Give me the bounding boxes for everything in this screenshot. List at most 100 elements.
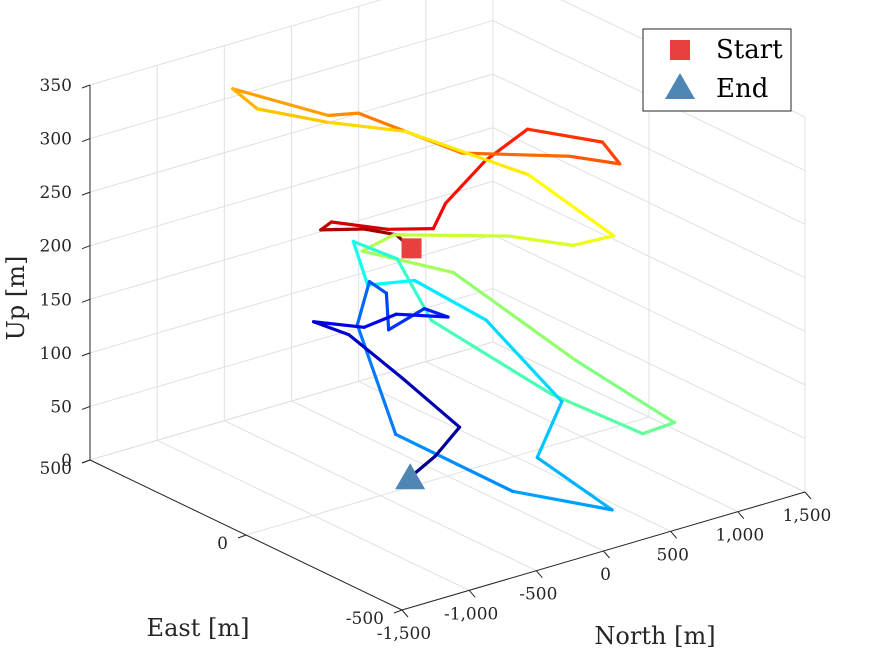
trajectory-segment (574, 359, 676, 425)
legend-end-marker (665, 73, 695, 99)
z-tick-label: 250 (40, 183, 72, 203)
trajectory-segment (443, 158, 488, 205)
grid-line (492, 287, 806, 439)
trajectory-segment (347, 333, 404, 380)
z-tick (81, 298, 91, 303)
x-tick-label: 0 (600, 565, 611, 585)
x-tick-label: -1,000 (444, 604, 498, 624)
z-tick (81, 84, 91, 89)
z-tick (81, 459, 91, 464)
legend-start-marker (670, 40, 690, 60)
trajectory-segment (526, 173, 616, 238)
grid-line (89, 20, 494, 140)
trajectory-segment (355, 279, 372, 327)
trajectory-segment (535, 399, 564, 460)
grid-line (492, 127, 806, 279)
grid-line (89, 341, 494, 461)
trajectory-segment (429, 318, 553, 396)
x-tick (468, 590, 476, 598)
z-tick (81, 245, 91, 250)
x-tick (401, 609, 409, 618)
start-marker (401, 238, 422, 259)
z-tick-label: 150 (40, 290, 72, 310)
grid-line (89, 0, 383, 86)
grid-line (245, 416, 650, 536)
trajectory-segment (525, 127, 605, 144)
x-tick-label: -1,500 (377, 624, 431, 644)
z-axis-label: Up [m] (2, 256, 30, 341)
axes (81, 84, 812, 618)
trajectory-segment (385, 227, 435, 231)
z-tick-label: 0 (61, 451, 72, 471)
y-axis-label: East [m] (147, 614, 250, 642)
end-marker (395, 463, 426, 490)
tick-labels: -1,500-1,000-50005001,0001,500-500050005… (40, 76, 832, 644)
trajectory-segment (600, 140, 622, 166)
trajectory-segment (312, 320, 351, 337)
trajectory-segment (231, 87, 330, 118)
trajectory-segment (351, 239, 370, 287)
x-axis-label: North [m] (594, 622, 715, 650)
legend: Start End (642, 28, 792, 112)
trajectory-segment (641, 420, 676, 436)
y-tick (393, 609, 403, 614)
trajectory-series (231, 87, 676, 512)
y-tick-label: -500 (346, 609, 384, 629)
x-tick (670, 531, 678, 539)
trajectory-segment (394, 432, 515, 493)
grid-line (89, 180, 494, 300)
legend-start-label: Start (716, 35, 783, 65)
trajectory-segment (360, 249, 455, 275)
grid-line (492, 341, 806, 493)
z-tick-label: 300 (40, 130, 72, 150)
trajectory-segment (549, 392, 645, 436)
trajectory-segment (451, 270, 578, 363)
trajectory-segment (571, 234, 616, 247)
markers (395, 238, 426, 490)
x-tick (603, 550, 610, 559)
trajectory-segment (326, 120, 407, 133)
grid-line (89, 234, 494, 354)
x-tick-label: -500 (519, 585, 557, 605)
y-tick-label: 500 (40, 459, 72, 479)
trajectory-segment (403, 129, 531, 177)
trajectory-segment (431, 201, 448, 231)
x-tick-label: 1,500 (783, 506, 832, 526)
grid-line (492, 73, 806, 225)
trajectory-segment (394, 312, 450, 319)
x-tick (737, 511, 745, 519)
y-tick (237, 534, 247, 539)
grid-line (492, 180, 806, 332)
z-tick (81, 191, 91, 196)
grid-line (492, 234, 806, 386)
trajectory-segment (567, 154, 622, 166)
trajectory-segment (387, 307, 426, 332)
grid-line (89, 127, 494, 247)
trajectory-segment (355, 323, 398, 436)
y-tick-label: 0 (217, 534, 228, 554)
legend-end-label: End (716, 74, 768, 104)
trajectory-segment (231, 87, 259, 111)
x-tick-label: 1,000 (715, 526, 764, 546)
trajectory-segment (412, 278, 488, 322)
x-tick (535, 570, 543, 578)
trajectory-segment (329, 220, 390, 231)
trajectory-segment (535, 455, 614, 512)
trajectory-segment (351, 239, 399, 261)
trajectory-segment (312, 320, 366, 329)
z-tick-label: 350 (40, 76, 72, 96)
z-tick-label: 100 (40, 344, 72, 364)
z-tick (81, 352, 91, 357)
trajectory-segment (326, 111, 360, 118)
z-tick-label: 200 (40, 237, 72, 257)
z-tick (81, 138, 91, 143)
trajectory-segment (460, 151, 571, 158)
trajectory-segment (484, 318, 564, 404)
trajectory-segment (384, 291, 391, 332)
trajectory-segment (392, 233, 511, 238)
trajectory-segment (367, 279, 388, 295)
trajectory-segment (507, 234, 575, 247)
trajectory-segment (362, 312, 398, 329)
z-tick-label: 50 (50, 397, 72, 417)
